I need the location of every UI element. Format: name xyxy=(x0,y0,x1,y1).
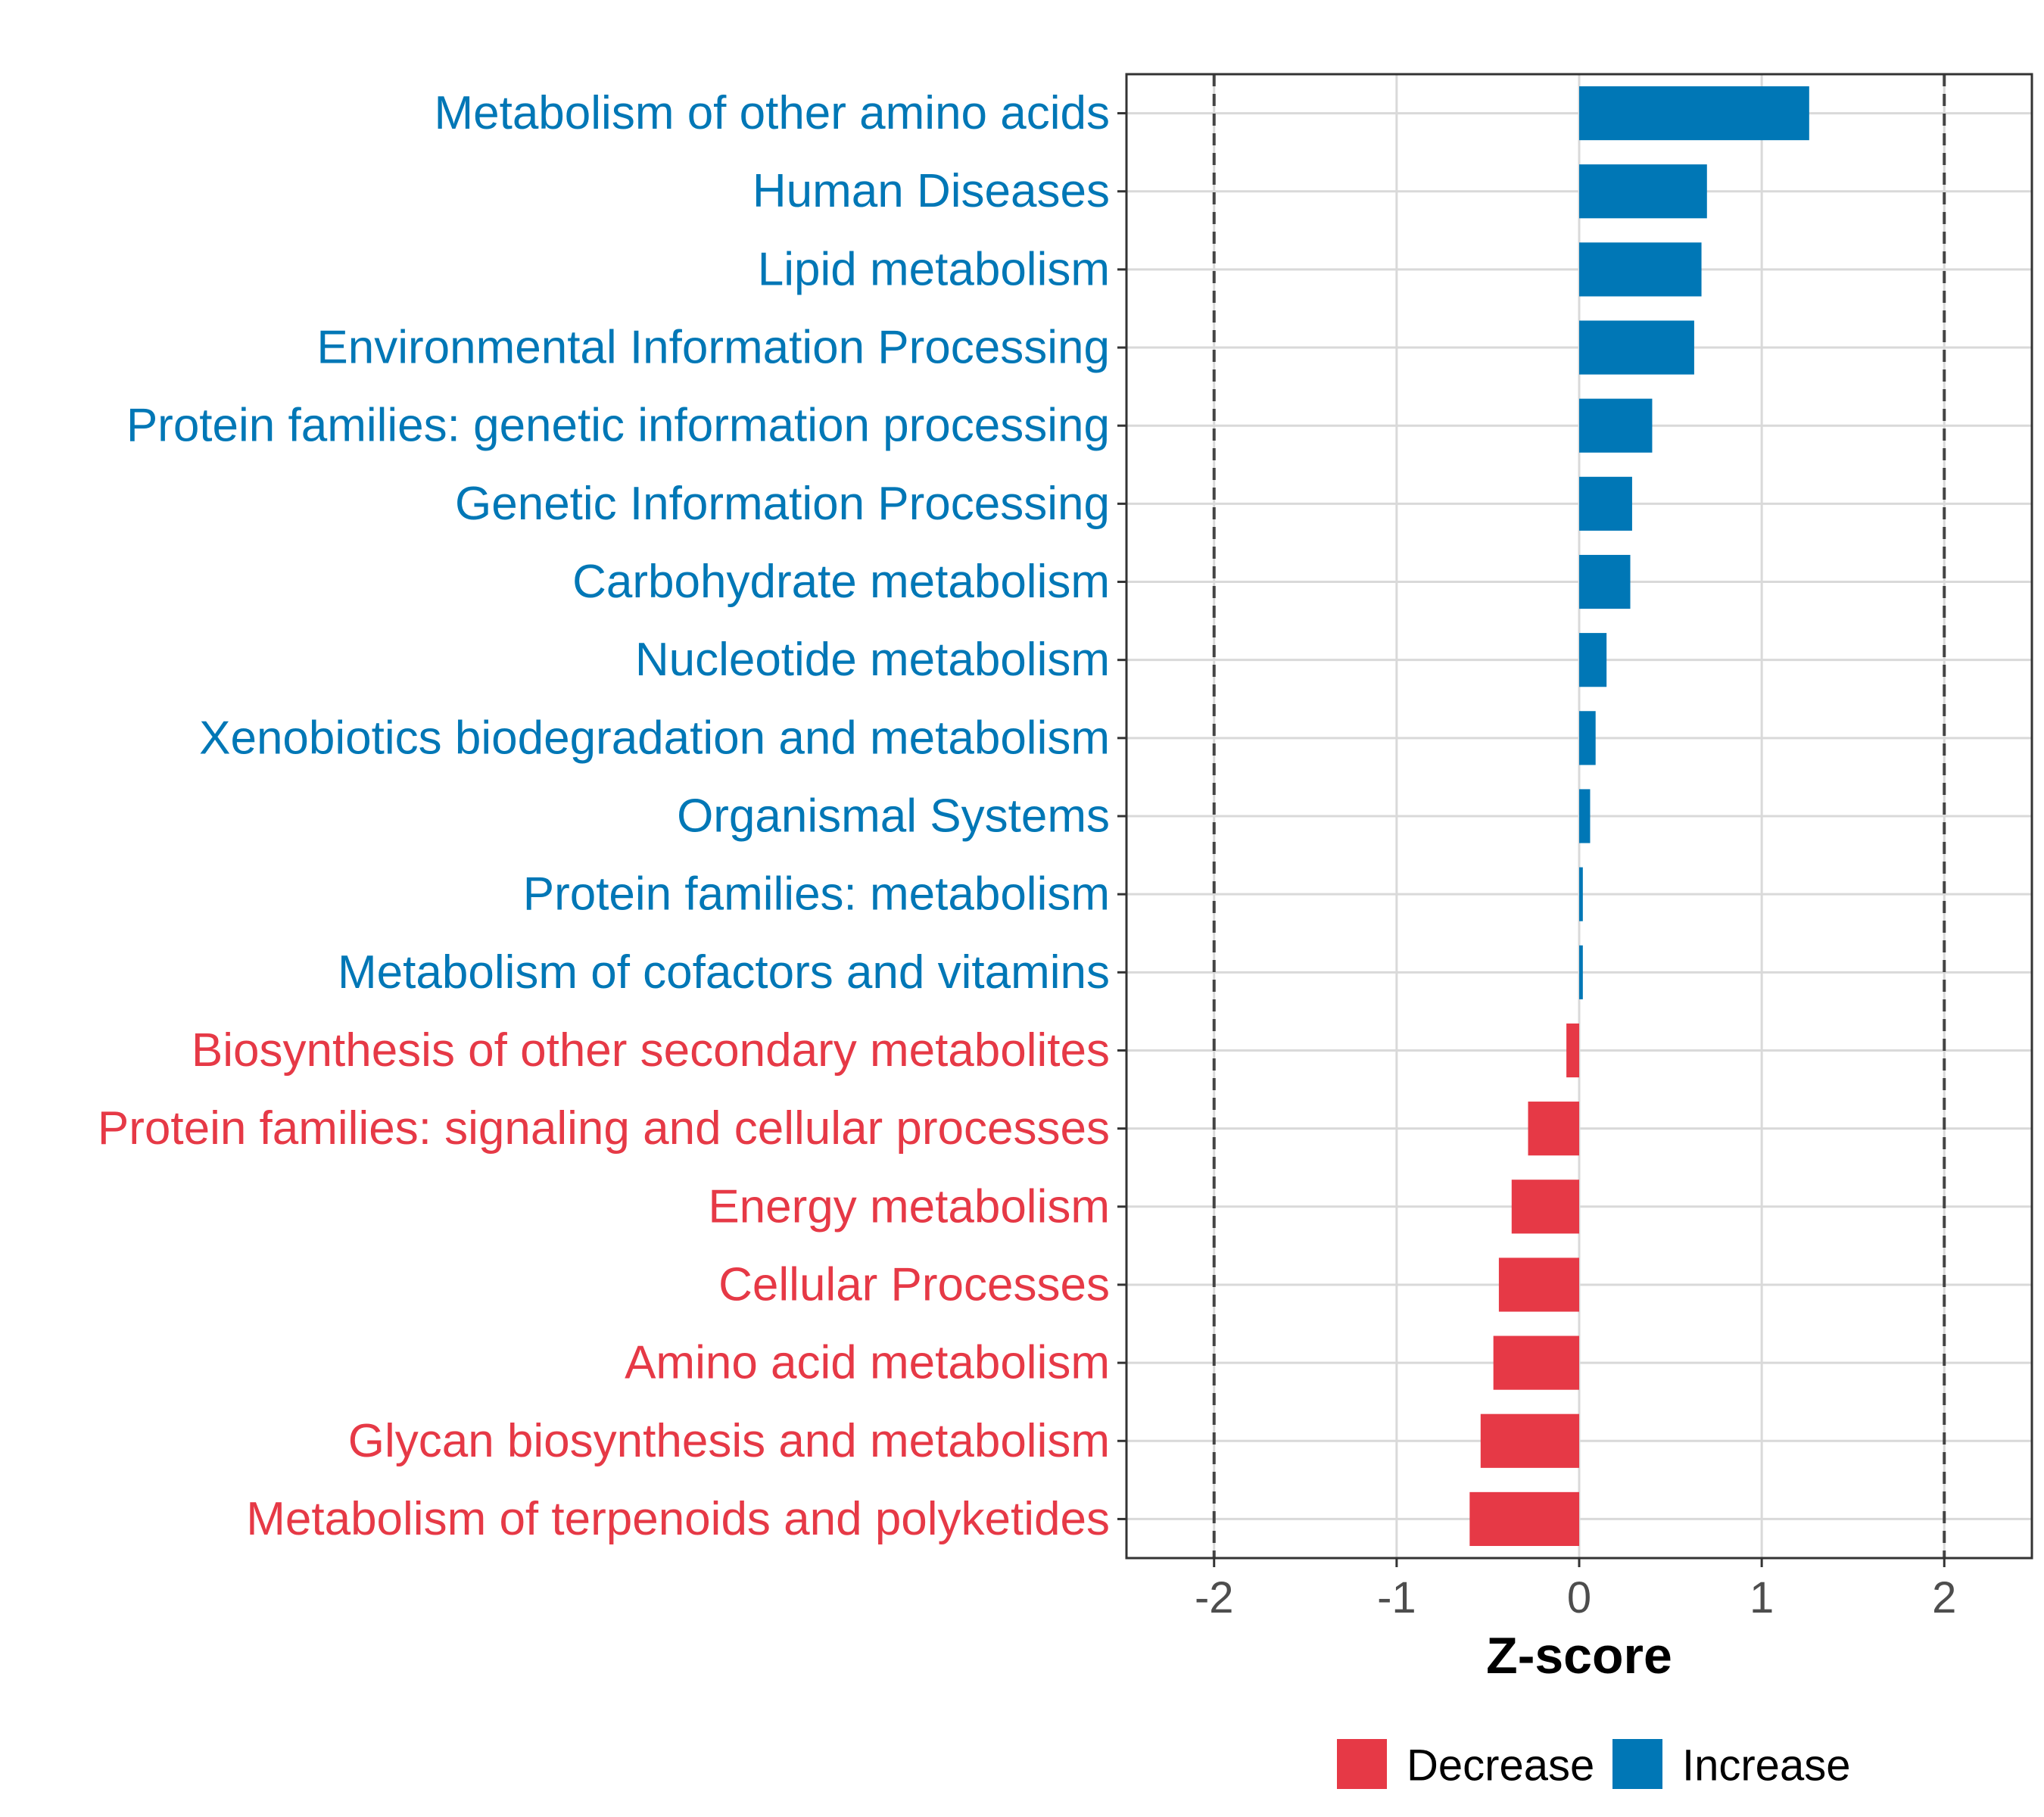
bar xyxy=(1528,1102,1579,1156)
x-axis-title: Z-score xyxy=(1486,1627,1672,1685)
bar xyxy=(1579,711,1596,765)
bar xyxy=(1498,1258,1579,1312)
x-tick-label: 2 xyxy=(1932,1573,1956,1622)
bar xyxy=(1579,789,1591,843)
category-label: Metabolism of terpenoids and polyketides xyxy=(246,1493,1110,1545)
x-tick-label: -1 xyxy=(1377,1573,1416,1622)
bar xyxy=(1579,476,1632,531)
category-label: Genetic Information Processing xyxy=(455,478,1110,530)
bar xyxy=(1579,320,1694,375)
category-label: Cellular Processes xyxy=(718,1258,1110,1311)
category-label: Protein families: signaling and cellular… xyxy=(98,1102,1110,1155)
bar xyxy=(1579,86,1809,141)
category-label: Lipid metabolism xyxy=(758,243,1110,295)
bar xyxy=(1579,945,1583,999)
bar xyxy=(1579,867,1583,921)
legend-label: Decrease xyxy=(1407,1741,1594,1791)
bars xyxy=(1469,86,1809,1547)
bar xyxy=(1469,1491,1579,1547)
bar xyxy=(1579,164,1707,219)
bar xyxy=(1511,1180,1579,1234)
category-label: Environmental Information Processing xyxy=(316,322,1110,374)
category-label: Metabolism of other amino acids xyxy=(434,87,1110,139)
category-label: Protein families: genetic information pr… xyxy=(126,400,1110,452)
bar xyxy=(1579,633,1607,687)
y-axis-ticks xyxy=(1117,112,1126,1520)
legend-label: Increase xyxy=(1682,1741,1850,1791)
legend-key xyxy=(1337,1739,1387,1789)
reference-lines xyxy=(1212,74,1946,1558)
category-label: Nucleotide metabolism xyxy=(635,634,1110,686)
category-label: Organismal Systems xyxy=(677,790,1110,843)
bar xyxy=(1480,1413,1579,1468)
x-tick-label: 1 xyxy=(1750,1573,1774,1622)
bar xyxy=(1579,398,1653,453)
bar xyxy=(1579,242,1702,297)
category-label: Human Diseases xyxy=(752,165,1110,217)
category-labels: Metabolism of other amino acids Human Dis… xyxy=(98,87,1110,1545)
x-tick-label: -2 xyxy=(1195,1573,1234,1622)
legend-key xyxy=(1612,1739,1662,1789)
category-label: Glycan biosynthesis and metabolism xyxy=(348,1415,1110,1467)
category-label: Xenobiotics biodegradation and metabolis… xyxy=(199,712,1110,764)
bar xyxy=(1493,1335,1579,1390)
legend: Decrease Increase xyxy=(1337,1739,1850,1791)
category-label: Biosynthesis of other secondary metaboli… xyxy=(192,1024,1110,1077)
x-axis-ticks: -2 -1 0 1 2 xyxy=(1195,1558,1956,1622)
category-label: Carbohydrate metabolism xyxy=(572,556,1110,608)
category-label: Amino acid metabolism xyxy=(625,1337,1110,1389)
category-label: Metabolism of cofactors and vitamins xyxy=(338,946,1110,999)
x-tick-label: 0 xyxy=(1567,1573,1591,1622)
bar xyxy=(1579,554,1631,609)
category-label: Protein families: metabolism xyxy=(523,868,1110,921)
category-label: Energy metabolism xyxy=(708,1180,1110,1233)
bar xyxy=(1566,1023,1579,1078)
